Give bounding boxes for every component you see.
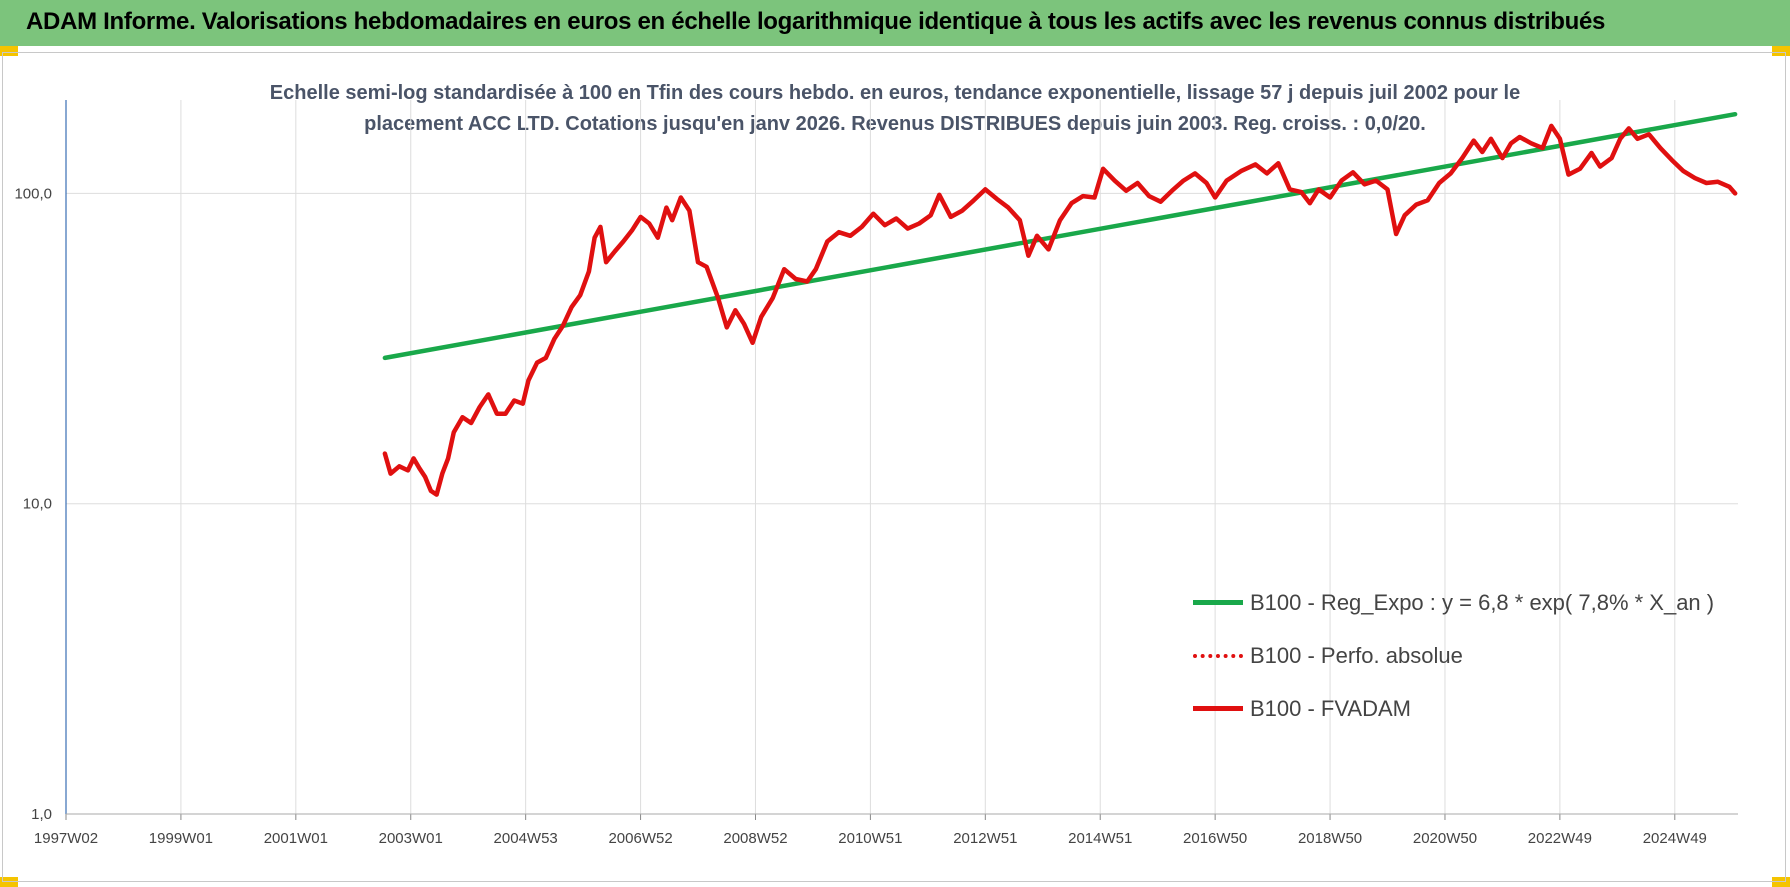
chart-subtitle: Echelle semi-log standardisée à 100 en T… bbox=[240, 78, 1550, 140]
x-tick-label-4: 2004W53 bbox=[494, 830, 558, 847]
legend-label-perfo: B100 - Perfo. absolue bbox=[1250, 643, 1463, 668]
x-tick-label-6: 2008W52 bbox=[723, 830, 787, 847]
x-tick-label-10: 2016W50 bbox=[1183, 830, 1247, 847]
grid-layer bbox=[65, 100, 1738, 815]
tick-label-layer: 1,0 10,0 100,0 1997W02 1999W01 2001W01 2003W01… bbox=[14, 185, 1706, 847]
x-tick-label-14: 2024W49 bbox=[1643, 830, 1707, 847]
legend-swatch-perfo bbox=[1193, 654, 1243, 658]
legend-label-fvadam: B100 - FVADAM bbox=[1250, 696, 1411, 721]
x-tick-label-13: 2022W49 bbox=[1528, 830, 1592, 847]
legend-swatch-fvadam bbox=[1193, 706, 1243, 711]
chart-frame bbox=[2, 52, 1786, 882]
corner-accent-top-left bbox=[0, 46, 18, 56]
y-tick-label-1: 10,0 bbox=[23, 496, 52, 513]
x-tick-label-1: 1999W01 bbox=[149, 830, 213, 847]
x-tick-label-7: 2010W51 bbox=[838, 830, 902, 847]
x-tick-label-3: 2003W01 bbox=[379, 830, 443, 847]
header-bar: ADAM Informe. Valorisations hebdomadaire… bbox=[0, 0, 1790, 46]
corner-accent-top-right bbox=[1772, 46, 1790, 56]
x-tick-label-2: 2001W01 bbox=[264, 830, 328, 847]
chart-subtitle-line-1: Echelle semi-log standardisée à 100 en T… bbox=[269, 82, 1521, 104]
legend-swatch-trend bbox=[1193, 600, 1243, 605]
trend-line bbox=[382, 111, 1738, 361]
legend-label-trend: B100 - Reg_Expo : y = 6,8 * exp( 7,8% * … bbox=[1250, 590, 1715, 615]
chart-subtitle-line-2: placement ACC LTD. Cotations jusqu'en ja… bbox=[364, 113, 1426, 135]
series-layer bbox=[382, 111, 1738, 497]
x-tick-label-5: 2006W52 bbox=[608, 830, 672, 847]
x-tick-label-8: 2012W51 bbox=[953, 830, 1017, 847]
corner-accent-bottom-left bbox=[0, 877, 18, 887]
y-tick-label-0: 1,0 bbox=[31, 806, 52, 823]
x-tick-label-9: 2014W51 bbox=[1068, 830, 1132, 847]
x-tick-label-12: 2020W50 bbox=[1413, 830, 1477, 847]
x-tick-label-0: 1997W02 bbox=[34, 830, 98, 847]
axis-layer bbox=[65, 100, 1738, 820]
y-tick-label-2: 100,0 bbox=[14, 185, 52, 202]
x-tick-label-11: 2018W50 bbox=[1298, 830, 1362, 847]
fvadam-line bbox=[382, 123, 1738, 497]
page-title: ADAM Informe. Valorisations hebdomadaire… bbox=[26, 8, 1606, 35]
corner-accent-bottom-right bbox=[1772, 877, 1790, 887]
